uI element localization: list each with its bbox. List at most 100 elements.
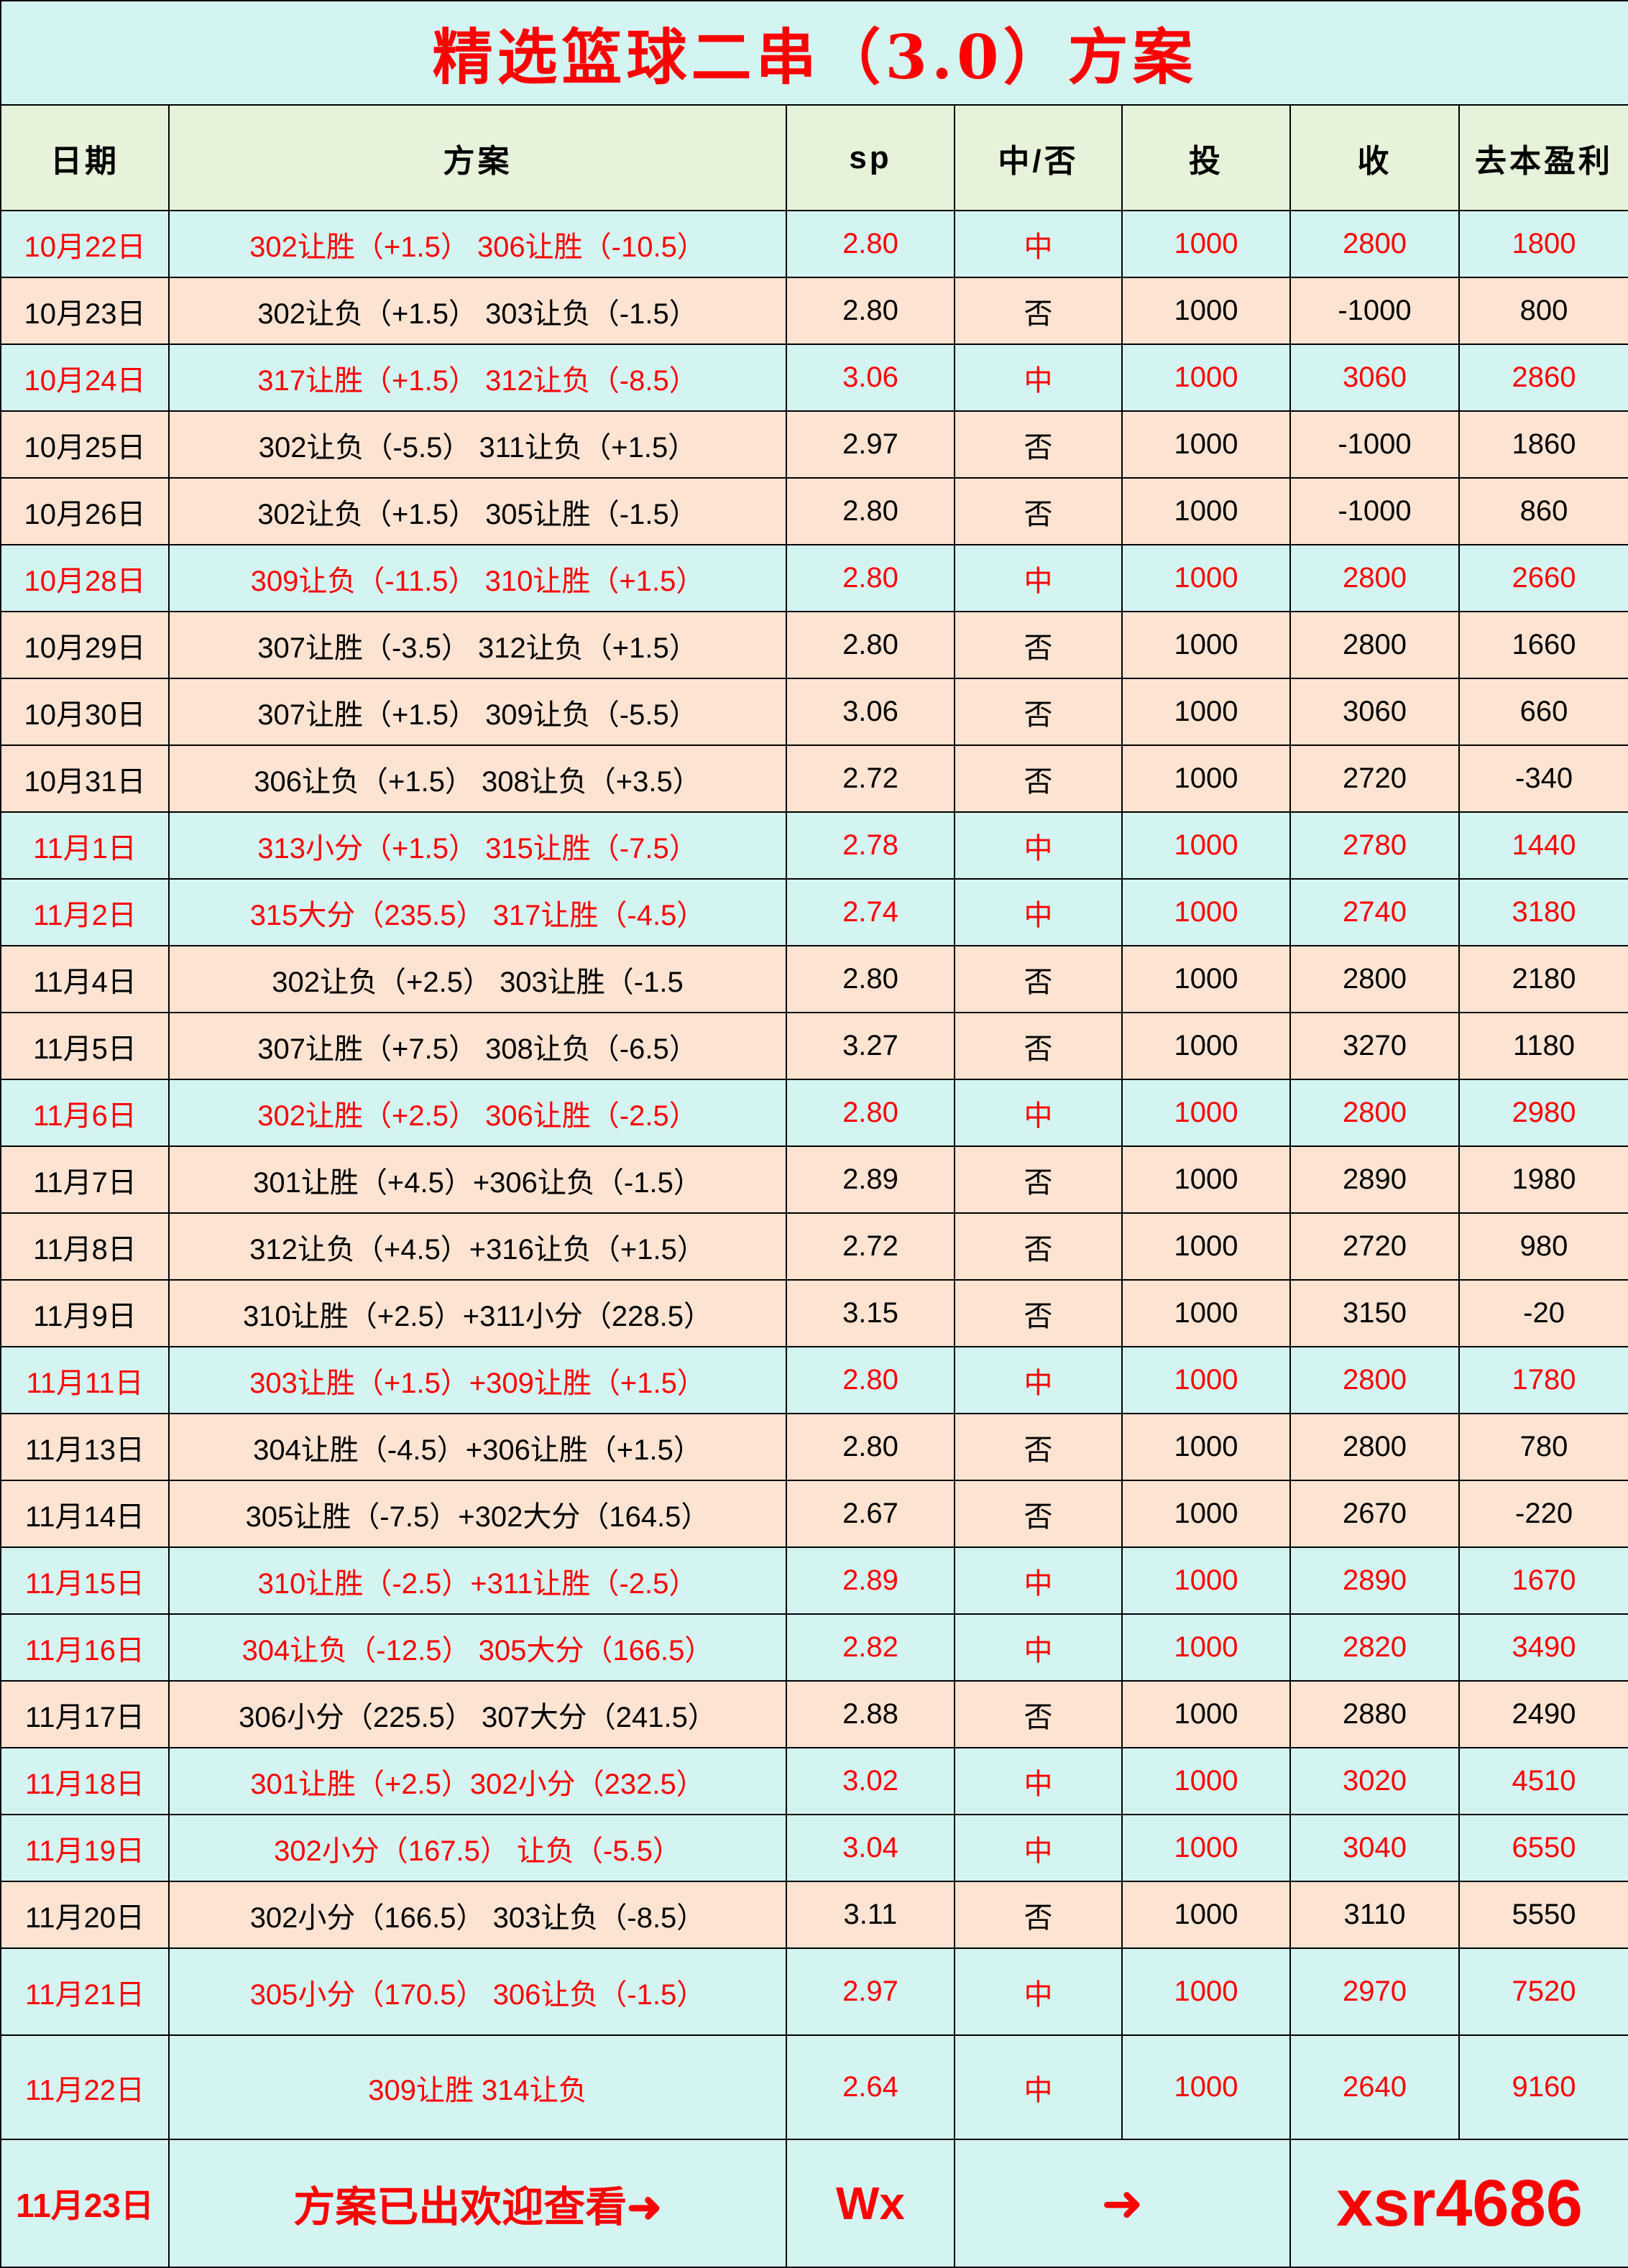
plan-cell: 306小分（225.5） 307大分（241.5） <box>168 1680 787 1748</box>
date-cell: 11月6日 <box>0 1079 170 1147</box>
result-cell: 中 <box>954 1546 1123 1615</box>
page-title: 精选篮球二串（3.0）方案 <box>0 0 1628 106</box>
stake-cell: 1000 <box>1121 678 1291 746</box>
sp-cell: 2.97 <box>786 1947 955 2036</box>
result-cell: 中 <box>954 2034 1123 2140</box>
header-stake: 投 <box>1121 104 1291 211</box>
sp-cell: 2.80 <box>786 1413 955 1481</box>
date-cell: 11月4日 <box>0 945 170 1013</box>
sp-cell: 2.78 <box>786 811 955 880</box>
header-date: 日期 <box>0 104 170 211</box>
table-row: 10月29日 307让胜（-3.5） 312让负（+1.5） 2.80 否 1000 28… <box>0 611 1628 679</box>
stake-cell: 1000 <box>1121 1279 1291 1347</box>
stake-cell: 1000 <box>1121 811 1291 880</box>
stake-cell: 1000 <box>1121 1546 1291 1615</box>
return-cell: 2780 <box>1289 811 1460 880</box>
stake-cell: 1000 <box>1121 1747 1291 1815</box>
profit-cell: 1440 <box>1458 811 1628 880</box>
table-row: 11月15日 310让胜（-2.5）+311让胜（-2.5） 2.89 中 1000 28… <box>0 1546 1628 1615</box>
footer-row: 11月23日 方案已出欢迎查看➜ Wx ➜ xsr4686 <box>0 2139 1628 2268</box>
date-cell: 11月20日 <box>0 1881 170 1949</box>
profit-cell: 2660 <box>1458 544 1628 612</box>
table-row: 10月23日 302让负（+1.5） 303让负（-1.5） 2.80 否 1000 -1… <box>0 277 1628 345</box>
date-cell: 11月7日 <box>0 1145 170 1214</box>
stake-cell: 1000 <box>1121 945 1291 1013</box>
result-cell: 否 <box>954 611 1123 679</box>
plan-cell: 304让负（-12.5） 305大分（166.5） <box>168 1613 787 1682</box>
footer-contact-id: xsr4686 <box>1289 2139 1628 2268</box>
sp-cell: 2.80 <box>786 210 955 278</box>
date-cell: 11月14日 <box>0 1480 170 1548</box>
footer-date: 11月23日 <box>0 2139 170 2268</box>
date-cell: 11月11日 <box>0 1346 170 1414</box>
plan-cell: 304让胜（-4.5）+306让胜（+1.5） <box>168 1413 787 1481</box>
profit-cell: 1670 <box>1458 1546 1628 1615</box>
sp-cell: 2.89 <box>786 1145 955 1214</box>
table-row: 11月6日 302让胜（+2.5） 306让胜（-2.5） 2.80 中 1000 280… <box>0 1079 1628 1147</box>
table-row: 11月16日 304让负（-12.5） 305大分（166.5） 2.82 中 1000… <box>0 1613 1628 1682</box>
stake-cell: 1000 <box>1121 277 1291 345</box>
table-row: 11月4日 302让负（+2.5） 303让胜（-1.5 2.80 否 1000 2800… <box>0 945 1628 1013</box>
profit-cell: -20 <box>1458 1279 1628 1347</box>
result-cell: 否 <box>954 1881 1123 1949</box>
plan-cell: 302让胜（+1.5） 306让胜（-10.5） <box>168 210 787 278</box>
result-cell: 中 <box>954 1747 1123 1815</box>
sp-cell: 3.02 <box>786 1747 955 1815</box>
result-cell: 否 <box>954 1145 1123 1214</box>
profit-cell: 2980 <box>1458 1079 1628 1147</box>
profit-cell: 3180 <box>1458 878 1628 946</box>
table-row: 10月31日 306让负（+1.5） 308让负（+3.5） 2.72 否 1000 27… <box>0 745 1628 813</box>
sp-cell: 2.80 <box>786 544 955 612</box>
sp-cell: 2.72 <box>786 745 955 813</box>
sp-cell: 2.80 <box>786 945 955 1013</box>
profit-cell: 1800 <box>1458 210 1628 278</box>
result-cell: 中 <box>954 811 1123 880</box>
result-cell: 否 <box>954 477 1123 545</box>
table-row: 10月28日 309让负（-11.5） 310让胜（+1.5） 2.80 中 1000 2… <box>0 544 1628 612</box>
result-cell: 否 <box>954 945 1123 1013</box>
return-cell: 3110 <box>1289 1881 1460 1949</box>
result-cell: 否 <box>954 1480 1123 1548</box>
table-row: 11月5日 307让胜（+7.5） 308让负（-6.5） 3.27 否 1000 327… <box>0 1012 1628 1080</box>
result-cell: 中 <box>954 1079 1123 1147</box>
plan-cell: 303让胜（+1.5）+309让胜（+1.5） <box>168 1346 787 1414</box>
sp-cell: 3.06 <box>786 344 955 412</box>
date-cell: 11月9日 <box>0 1279 170 1347</box>
plan-cell: 302让负（+1.5） 305让胜（-1.5） <box>168 477 787 545</box>
profit-cell: 1780 <box>1458 1346 1628 1414</box>
return-cell: 2800 <box>1289 544 1460 612</box>
result-cell: 中 <box>954 1346 1123 1414</box>
plan-cell: 305让胜（-7.5）+302大分（164.5） <box>168 1480 787 1548</box>
table-row: 10月25日 302让负（-5.5） 311让负（+1.5） 2.97 否 1000 -1… <box>0 410 1628 479</box>
result-cell: 否 <box>954 1680 1123 1748</box>
plan-cell: 302让胜（+2.5） 306让胜（-2.5） <box>168 1079 787 1147</box>
stake-cell: 1000 <box>1121 1145 1291 1214</box>
header-return: 收 <box>1289 104 1460 211</box>
plan-cell: 315大分（235.5） 317让胜（-4.5） <box>168 878 787 946</box>
date-cell: 11月5日 <box>0 1012 170 1080</box>
table-row: 11月1日 313小分（+1.5） 315让胜（-7.5） 2.78 中 1000 278… <box>0 811 1628 880</box>
sp-cell: 3.27 <box>786 1012 955 1080</box>
table-row: 11月21日 305小分（170.5） 306让负（-1.5） 2.97 中 1000 2… <box>0 1947 1628 2036</box>
table-row: 11月9日 310让胜（+2.5）+311小分（228.5） 3.15 否 1000 31… <box>0 1279 1628 1347</box>
profit-cell: 4510 <box>1458 1747 1628 1815</box>
return-cell: 2800 <box>1289 1346 1460 1414</box>
header-row: 日期 方案 sp 中/否 投 收 去本盈利 <box>0 104 1628 211</box>
plan-cell: 302小分（167.5） 让负（-5.5） <box>168 1814 787 1882</box>
stake-cell: 1000 <box>1121 878 1291 946</box>
date-cell: 10月30日 <box>0 678 170 746</box>
stake-cell: 1000 <box>1121 410 1291 479</box>
result-cell: 否 <box>954 1413 1123 1481</box>
plan-cell: 302让负（-5.5） 311让负（+1.5） <box>168 410 787 479</box>
result-cell: 否 <box>954 678 1123 746</box>
plan-cell: 307让胜（+1.5） 309让负（-5.5） <box>168 678 787 746</box>
result-cell: 中 <box>954 344 1123 412</box>
plan-cell: 302让负（+2.5） 303让胜（-1.5 <box>168 945 787 1013</box>
return-cell: 2640 <box>1289 2034 1460 2140</box>
plan-cell: 307让胜（+7.5） 308让负（-6.5） <box>168 1012 787 1080</box>
date-cell: 10月26日 <box>0 477 170 545</box>
profit-cell: -340 <box>1458 745 1628 813</box>
date-cell: 10月24日 <box>0 344 170 412</box>
sp-cell: 2.72 <box>786 1212 955 1281</box>
